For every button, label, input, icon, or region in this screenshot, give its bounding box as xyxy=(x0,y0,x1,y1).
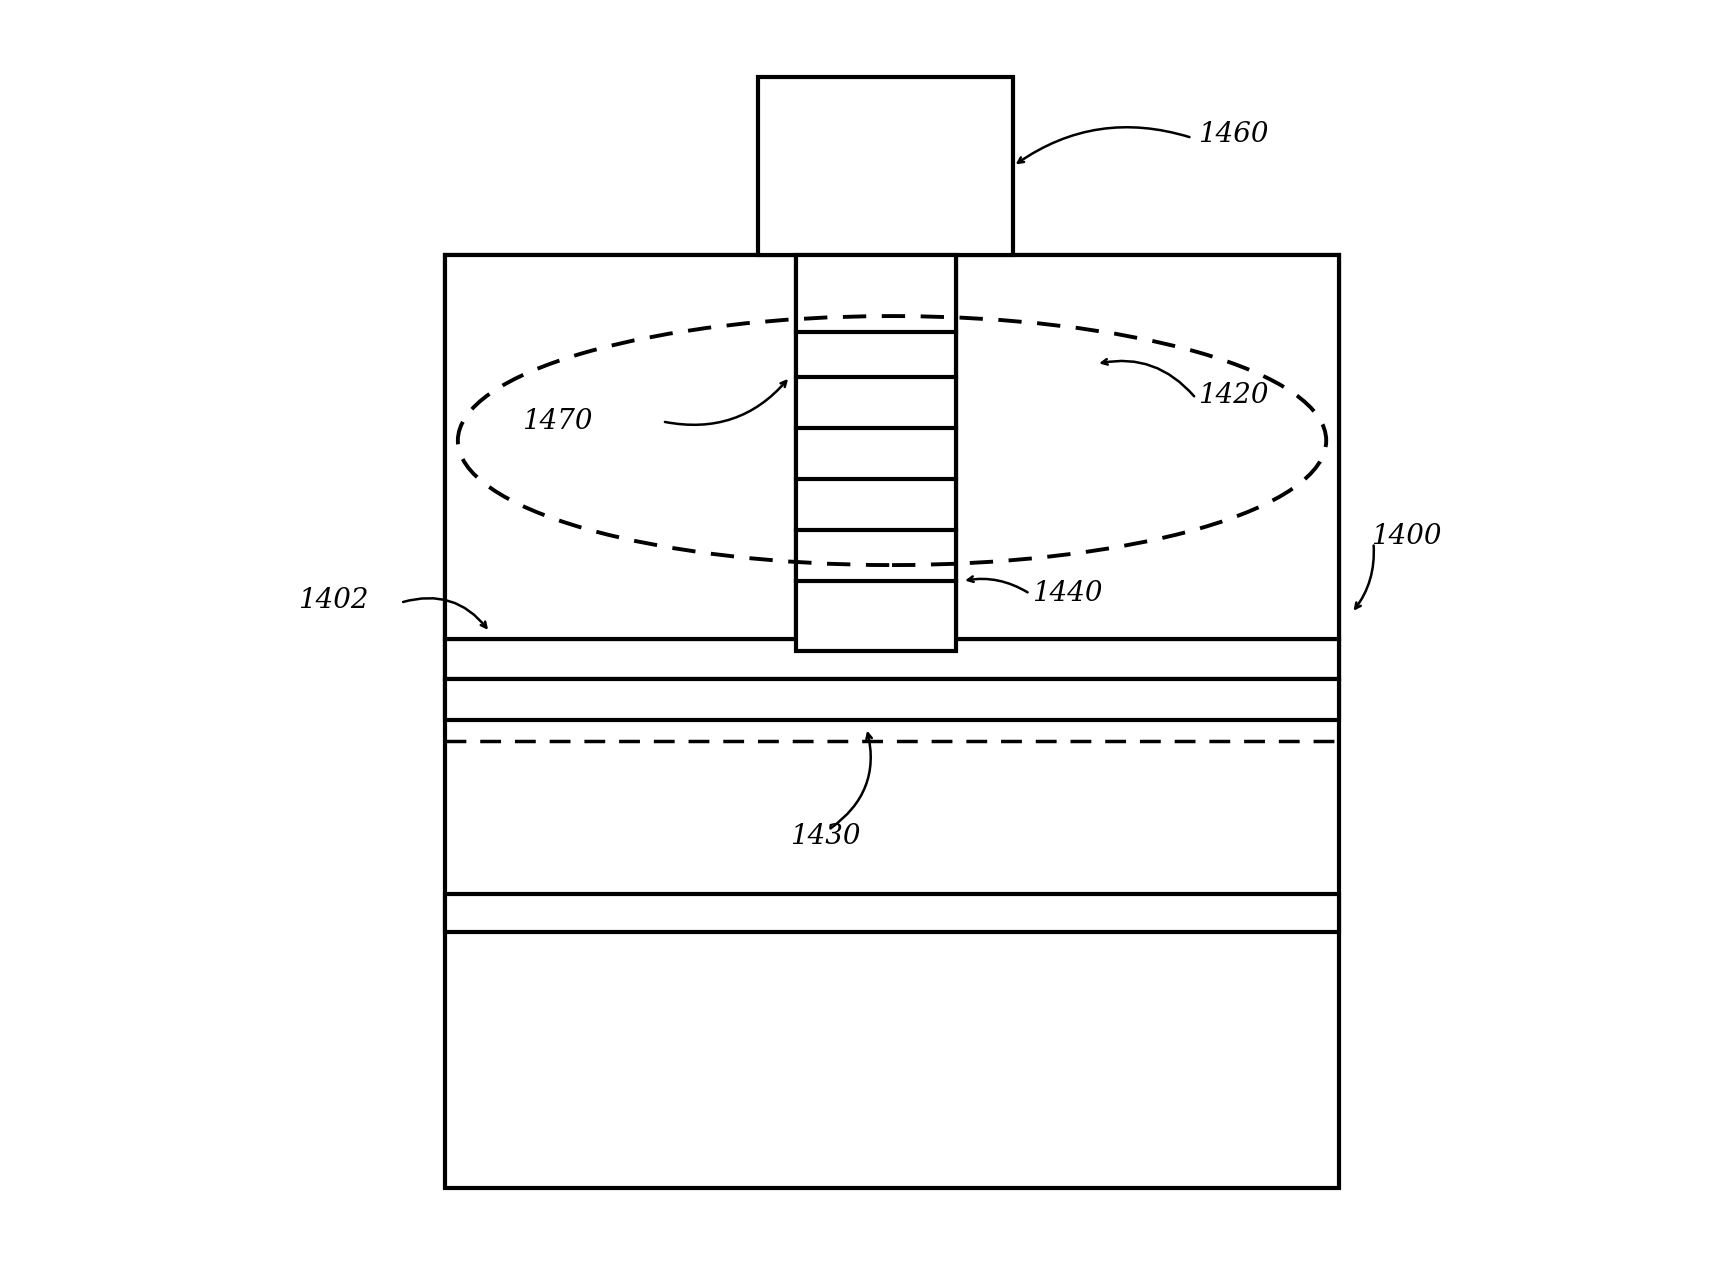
Bar xyxy=(445,255,795,638)
Bar xyxy=(445,255,1339,1188)
Bar xyxy=(757,77,1013,255)
Text: 1440: 1440 xyxy=(1032,580,1102,608)
Bar xyxy=(445,638,1339,679)
Text: 1460: 1460 xyxy=(1199,120,1268,148)
Text: 1420: 1420 xyxy=(1199,382,1268,410)
Text: 1402: 1402 xyxy=(298,586,369,614)
Bar xyxy=(445,679,1339,720)
Text: 1430: 1430 xyxy=(790,822,859,850)
Bar xyxy=(956,255,1339,638)
Text: 1470: 1470 xyxy=(521,407,592,435)
Text: 1400: 1400 xyxy=(1370,522,1441,550)
Bar xyxy=(795,255,956,651)
Bar xyxy=(445,894,1339,932)
